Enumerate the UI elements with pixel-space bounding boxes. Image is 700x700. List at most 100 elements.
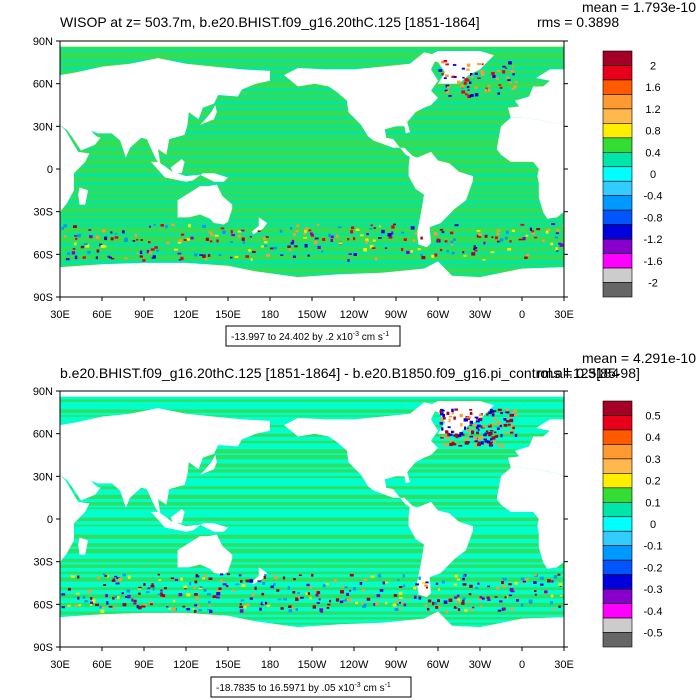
anomaly-pixel (95, 235, 100, 240)
anomaly-pixel (145, 591, 150, 594)
anomaly-pixel (77, 575, 80, 579)
anomaly-pixel (450, 231, 454, 235)
colorbar-box (602, 137, 633, 153)
anomaly-pixel (508, 415, 511, 418)
anomaly-pixel (204, 258, 208, 261)
panel-2: b.e20.BHIST.f09_g16.20thC.125 [1851-1864… (33, 350, 696, 698)
anomaly-pixel (322, 583, 326, 588)
anomaly-pixel (150, 585, 155, 588)
anomaly-pixel (100, 244, 105, 248)
panel-1-land (60, 41, 564, 297)
anomaly-pixel (391, 225, 395, 229)
anomaly-pixel (340, 590, 344, 594)
anomaly-pixel (454, 408, 459, 411)
anomaly-pixel (464, 609, 468, 612)
anomaly-pixel (445, 430, 449, 434)
panel-2-title: b.e20.BHIST.f09_g16.20thC.125 [1851-1864… (60, 365, 640, 381)
anomaly-pixel (372, 239, 376, 242)
land-africa (60, 124, 90, 214)
anomaly-pixel (157, 573, 160, 576)
colorbar-box (602, 195, 633, 211)
anomaly-pixel (546, 228, 551, 231)
anomaly-pixel (531, 230, 534, 233)
anomaly-pixel (403, 584, 406, 587)
anomaly-pixel (520, 223, 525, 226)
anomaly-pixel (487, 585, 491, 588)
anomaly-pixel (466, 68, 470, 71)
anomaly-pixel (486, 413, 489, 416)
anomaly-pixel (309, 586, 312, 589)
anomaly-pixel (529, 227, 533, 231)
anomaly-pixel (507, 79, 511, 82)
anomaly-pixel (466, 441, 470, 445)
anomaly-pixel (491, 236, 494, 239)
panel-1-colorbar: 2 1.6 1.2 0.8 0.4 0 -0.4 -0.8 -1.2 -1.6 -2 (602, 50, 662, 298)
anomaly-pixel (232, 589, 235, 593)
anomaly-pixel (431, 254, 435, 258)
ocean-band (60, 617, 564, 620)
anomaly-pixel (499, 424, 502, 428)
anomaly-pixel (298, 596, 301, 599)
colorbar-box (602, 559, 633, 575)
anomaly-pixel (107, 255, 111, 258)
anomaly-pixel (468, 416, 472, 419)
anomaly-pixel (407, 598, 410, 601)
ocean-band (60, 147, 564, 150)
anomaly-pixel (477, 63, 481, 65)
anomaly-pixel (425, 581, 429, 584)
anomaly-pixel (273, 583, 276, 586)
anomaly-pixel (77, 233, 81, 238)
anomaly-pixel (502, 584, 506, 588)
anomaly-pixel (545, 230, 549, 234)
anomaly-pixel (207, 600, 211, 604)
ocean-band (60, 107, 564, 111)
anomaly-pixel (464, 78, 469, 82)
anomaly-pixel (473, 245, 476, 248)
anomaly-pixel (262, 582, 266, 585)
anomaly-pixel (312, 605, 317, 609)
anomaly-pixel (165, 225, 168, 229)
anomaly-pixel (485, 430, 489, 433)
anomaly-pixel (425, 586, 429, 589)
anomaly-pixel (102, 606, 107, 608)
anomaly-pixel (452, 64, 457, 66)
anomaly-pixel (513, 409, 517, 413)
anomaly-pixel (436, 238, 440, 240)
anomaly-pixel (365, 238, 369, 242)
anomaly-pixel (509, 418, 514, 423)
anomaly-pixel (239, 609, 244, 613)
anomaly-pixel (509, 240, 512, 243)
colorbar-box (602, 238, 633, 254)
anomaly-pixel (510, 590, 515, 593)
land-asia-europe (60, 58, 270, 167)
anomaly-pixel (505, 420, 510, 423)
anomaly-pixel (353, 237, 356, 241)
y-tick-label: 90N (33, 386, 53, 398)
anomaly-pixel (265, 236, 269, 238)
panel-2-info-box-frame (210, 676, 412, 698)
panel-1-anomaly-pixels (61, 60, 564, 262)
anomaly-pixel (334, 579, 337, 583)
anomaly-pixel (126, 589, 131, 593)
anomaly-pixel (279, 229, 283, 233)
colorbar-box (602, 224, 633, 240)
anomaly-pixel (477, 443, 481, 447)
anomaly-pixel (376, 594, 381, 598)
land-new-zealand (251, 217, 268, 235)
ocean-band (60, 571, 564, 575)
anomaly-pixel (318, 598, 321, 601)
anomaly-pixel (533, 581, 537, 584)
ocean-band (60, 242, 564, 247)
colorbar-box (602, 617, 633, 633)
anomaly-pixel (212, 595, 217, 598)
anomaly-pixel (379, 589, 384, 592)
anomaly-pixel (160, 589, 163, 592)
anomaly-pixel (482, 425, 487, 428)
anomaly-pixel (507, 248, 512, 251)
anomaly-pixel (525, 234, 529, 237)
anomaly-pixel (194, 253, 198, 257)
anomaly-pixel (476, 431, 480, 435)
anomaly-pixel (231, 233, 235, 237)
ocean-band (60, 440, 564, 444)
land-arabia-iran (60, 112, 111, 132)
